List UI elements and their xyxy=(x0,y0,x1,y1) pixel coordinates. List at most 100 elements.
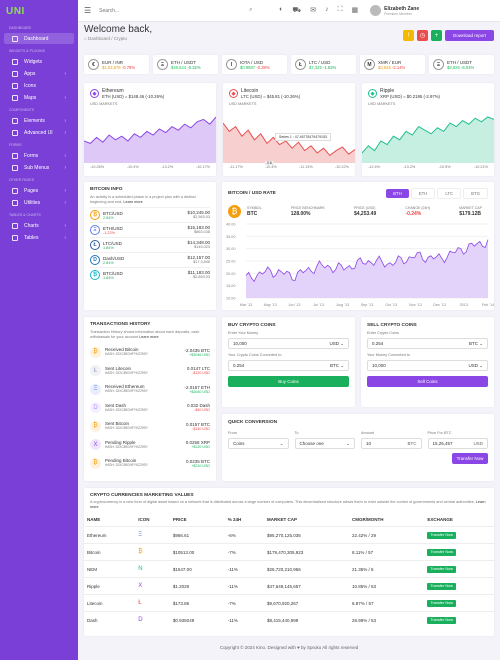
learn-more-link[interactable]: Learn more xyxy=(123,200,143,204)
transaction-hash: HASH: 32XC89GHFYKZ29SY xyxy=(105,407,148,412)
ticker-card[interactable]: M XMR / EUR $3,826 -2.14% xyxy=(360,55,425,74)
sell-coins-button[interactable]: Sell Coins xyxy=(367,376,488,387)
stat-label: PRICE BENCHMARK xyxy=(290,206,325,210)
pair-subvalue: $17.3,846 xyxy=(193,260,210,264)
currency-select[interactable]: USD ⌄ xyxy=(329,340,344,346)
search-input[interactable] xyxy=(99,7,250,14)
transaction-row[interactable]: Ξ Received Ethereum HASH: 32XC89GHFYKZ29SY… xyxy=(90,380,210,399)
transaction-name: Sent Litecoin xyxy=(105,365,132,371)
coin-icon: X xyxy=(138,583,143,589)
transfer-now-button[interactable]: Transfer Now xyxy=(427,565,456,573)
sidebar-item-advanced-ui[interactable]: Advanced UI › xyxy=(4,127,74,138)
converted-input[interactable]: 0.254 BTC ⌄ xyxy=(228,360,349,371)
learn-more-link[interactable]: Learn more xyxy=(90,500,486,509)
sidebar-item-sub-menus[interactable]: Sub Menus › xyxy=(4,162,74,173)
add-button[interactable]: + xyxy=(430,30,442,41)
info-row[interactable]: Ξ ETH/USD -1.22% $15,183.00 $863.038 xyxy=(90,222,210,237)
from-select[interactable]: Coins ⌄ xyxy=(228,438,289,449)
transaction-row[interactable]: ₿ Sent Bitcoin HASH: 32XC89GHFYKZ29SY 0.015… xyxy=(90,417,210,436)
market-label: USD MARKETS xyxy=(229,102,257,106)
menu-item-icon xyxy=(12,117,18,124)
coin-name: Bitcoin xyxy=(84,543,136,561)
sell-coins-card: Sell Crypto Coins Enter Crypto Coins 0.2… xyxy=(361,317,494,407)
sidebar-item-dashboard[interactable]: Dashboard xyxy=(4,33,74,44)
transaction-row[interactable]: ₿ Received Bitcoin HASH: 32XC89GHFYKZ29SY -… xyxy=(90,343,210,362)
sidebar-item-tables[interactable]: Tables › xyxy=(4,232,74,243)
converted-label: Your Money Converted to xyxy=(367,353,410,357)
to-select[interactable]: Choose one ⌄ xyxy=(294,438,355,449)
transaction-usd: +$120 USD xyxy=(191,445,210,450)
price-input[interactable]: 15,25,457 USD xyxy=(427,438,488,449)
ticker-card[interactable]: I IOTA / USD $0.9887 -0.38% xyxy=(222,55,287,74)
ticker-card[interactable]: Ξ ETH / USDT $8,826 -6.04% xyxy=(429,55,494,74)
x-tick-label: -10.4% xyxy=(264,165,277,169)
clock-button[interactable]: ◷ xyxy=(416,30,428,41)
theme-moon-icon[interactable]: ◐ xyxy=(279,6,284,13)
ticker-card[interactable]: Ξ ETH / USDT $49,824 -0.32% xyxy=(153,55,218,74)
menu-toggle-icon[interactable]: ☰ xyxy=(84,6,92,15)
amount-input[interactable]: 10 BTC xyxy=(361,438,422,449)
x-tick-label: -12.4% xyxy=(368,165,381,169)
sidebar-item-forms[interactable]: Forms › xyxy=(4,150,74,161)
coin-select[interactable]: BTC ⌄ xyxy=(468,340,483,346)
info-row[interactable]: ₿ BTC/USD 2.84% $10,245.00 $2,563.03 xyxy=(90,207,210,222)
fullscreen-icon[interactable]: ⛶ xyxy=(337,6,343,13)
transfer-now-button[interactable]: Transfer Now xyxy=(427,616,456,624)
transaction-row[interactable]: Ł Sent Litecoin HASH: 32XC89GHFYKZ29SY 0.01… xyxy=(90,362,210,381)
transfer-now-button[interactable]: Transfer Now xyxy=(427,531,456,539)
transaction-name: Pending Bitcoin xyxy=(105,458,137,464)
tab-eth[interactable]: ETH xyxy=(410,188,436,199)
sidebar-item-maps[interactable]: Maps › xyxy=(4,92,74,103)
sidebar-item-charts[interactable]: Charts › xyxy=(4,220,74,231)
transaction-row[interactable]: D Sent Dash HASH: 32XC89GHFYKZ29SY 0.032 Da… xyxy=(90,399,210,418)
mail-icon[interactable]: ✉ xyxy=(310,7,317,14)
pair-change: 1.84% xyxy=(103,245,114,250)
x-tick-label: May '13 xyxy=(264,303,277,307)
card-description: A cryptocurrency is a new form of digita… xyxy=(90,500,475,504)
transfer-now-button[interactable]: Transfer Now xyxy=(452,453,488,464)
learn-more-link[interactable]: Learn more xyxy=(139,335,159,339)
transaction-row[interactable]: X Pending Ripple HASH: 32XC89GHFYKZ29SY 0.0… xyxy=(90,436,210,455)
coin-select[interactable]: BTC ⌄ xyxy=(329,362,344,368)
transfer-now-button[interactable]: Transfer Now xyxy=(427,548,456,556)
home-icon[interactable]: ⌂ xyxy=(84,36,88,41)
ticker-card[interactable]: Ł LTC / USD $7,325 -1.92% xyxy=(291,55,356,74)
tab-bth[interactable]: BTH xyxy=(386,189,409,198)
user-profile[interactable]: Elizabeth Zane Premium Member xyxy=(370,5,419,16)
transfer-now-button[interactable]: Transfer Now xyxy=(427,582,456,590)
money-input[interactable]: 10,000 USD ⌄ xyxy=(228,338,349,349)
buy-coins-button[interactable]: Buy Coins xyxy=(228,376,349,387)
coin-icon: X xyxy=(90,439,101,451)
tab-ltc[interactable]: LTC xyxy=(437,188,462,199)
apps-grid-icon[interactable]: ▦ xyxy=(351,7,359,14)
avatar xyxy=(370,5,382,16)
brand-logo[interactable]: UNI xyxy=(6,5,25,17)
page-title: Welcome back, xyxy=(84,24,153,35)
download-report-button[interactable]: Download report xyxy=(444,30,494,41)
sidebar-item-icons[interactable]: Icons xyxy=(4,80,74,91)
converted-input[interactable]: 10,000 USD ⌄ xyxy=(367,360,488,371)
sidebar-item-pages[interactable]: Pages › xyxy=(4,185,74,196)
coin-icon: Ξ xyxy=(157,59,168,70)
transfer-now-button[interactable]: Transfer Now xyxy=(427,599,456,607)
sidebar-item-utilities[interactable]: Utilities › xyxy=(4,197,74,208)
tab-btg[interactable]: BTG xyxy=(463,188,488,199)
search-icon[interactable]: ⌕ xyxy=(249,7,253,13)
notification-bell-icon[interactable]: ♪ xyxy=(325,6,329,13)
info-row[interactable]: ₿ BTC/USD 1.84% $11,183.00 $2,853.03 xyxy=(90,267,210,282)
transaction-row[interactable]: ₿ Pending Bitcoin HASH: 32XC89GHFYKZ29SY 0.… xyxy=(90,454,210,473)
coins-input[interactable]: 0.254 BTC ⌄ xyxy=(367,338,488,349)
info-row[interactable]: Ł LTC/USD 1.84% $14,348.00 $145.023 xyxy=(90,237,210,252)
btc-rate-chart: 40.00 35.00 30.00 25.00 20.00 15.00 10.00 Mar '… xyxy=(226,223,494,308)
alert-button[interactable]: ! xyxy=(402,30,414,41)
cart-icon[interactable]: ⛟ xyxy=(292,7,302,14)
coin-icon: € xyxy=(88,59,99,70)
coin-icon: ₿ xyxy=(90,346,101,358)
sidebar-item-widgets[interactable]: Widgets xyxy=(4,56,74,67)
sidebar-item-apps[interactable]: Apps › xyxy=(4,68,74,79)
sidebar-item-elements[interactable]: Elements › xyxy=(4,115,74,126)
currency-select[interactable]: USD ⌄ xyxy=(468,362,483,368)
ticker-card[interactable]: € EUR / INR $1.03,876 -0.78% xyxy=(84,55,149,74)
market-cap: $47,649,145,657 xyxy=(263,577,349,595)
info-row[interactable]: D Dash/USD 2.84% $12,157.00 $17.3,846 xyxy=(90,252,210,267)
